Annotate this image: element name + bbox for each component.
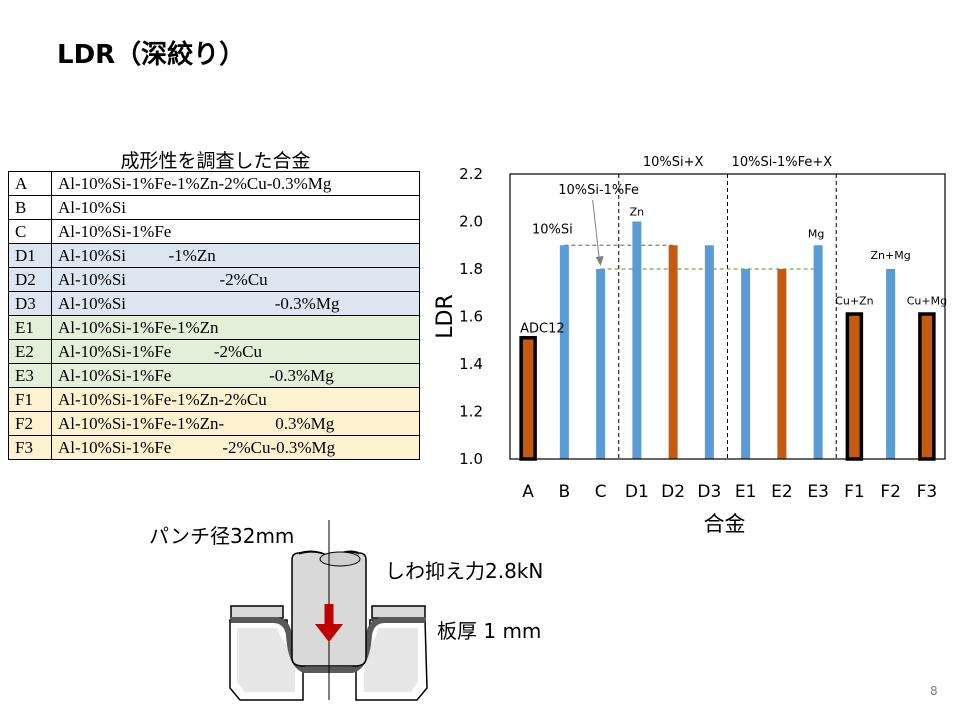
y-tick-label: 2.2 xyxy=(459,165,483,183)
callout-arrowhead xyxy=(595,256,604,266)
table-row: E1 Al-10%Si-1%Fe-1%Zn xyxy=(8,315,420,340)
alloy-id: A xyxy=(8,171,52,196)
bar-label: Mg xyxy=(808,227,824,240)
alloy-composition: Al-10%Si-1%Fe-1%Zn- 0.3%Mg xyxy=(51,411,420,436)
bar-D3 xyxy=(704,245,714,459)
alloy-composition: Al-10%Si-1%Fe -2%Cu xyxy=(51,339,420,364)
alloy-id: E1 xyxy=(8,315,52,340)
x-tick-label: A xyxy=(522,482,534,502)
x-tick-label: E1 xyxy=(735,482,757,502)
bar-label: Zn xyxy=(630,206,645,219)
table-row: F2 Al-10%Si-1%Fe-1%Zn- 0.3%Mg xyxy=(8,411,420,436)
y-axis-title: LDR xyxy=(433,294,458,338)
alloy-id: D3 xyxy=(8,291,52,316)
bar-label: ADC12 xyxy=(520,321,565,336)
holder-force-label: しわ抑え力2.8kN xyxy=(385,559,543,583)
alloy-composition: Al-10%Si-1%Fe-1%Zn-2%Cu xyxy=(51,387,420,412)
x-tick-label: D2 xyxy=(661,482,685,502)
bar-E2 xyxy=(777,269,787,459)
alloy-composition: Al-10%Si -2%Cu xyxy=(51,267,420,292)
bar-F3 xyxy=(918,312,936,461)
x-tick-label: F1 xyxy=(844,482,865,502)
alloy-composition: Al-10%Si-1%Fe-1%Zn xyxy=(51,315,420,340)
alloy-id: D2 xyxy=(8,267,52,292)
table-row: D2 Al-10%Si -2%Cu xyxy=(8,267,420,292)
y-tick-label: 2.0 xyxy=(459,213,483,231)
bar-A xyxy=(519,336,537,461)
right-blank-holder xyxy=(371,605,426,619)
alloy-table: A Al-10%Si-1%Fe-1%Zn-2%Cu-0.3%Mg B Al-10%Si… xyxy=(8,171,420,460)
alloy-id: F1 xyxy=(8,387,52,412)
bar-label: 10%Si xyxy=(532,222,573,237)
table-row: E2 Al-10%Si-1%Fe -2%Cu xyxy=(8,339,420,364)
deep-drawing-diagram: パンチ径32mm しわ抑え力2.8kN 板厚 1 mm xyxy=(149,520,543,701)
bar-E1 xyxy=(741,269,751,459)
bar-label: Cu+Mg xyxy=(907,295,947,308)
sheet-thickness-label: 板厚 1 mm xyxy=(437,619,541,643)
alloy-composition: Al-10%Si -1%Zn xyxy=(51,243,420,268)
slide-title: LDR（深絞り） xyxy=(57,40,246,70)
table-row: D3 Al-10%Si -0.3%Mg xyxy=(8,291,420,316)
x-tick-label: D1 xyxy=(625,482,649,502)
table-caption: 成形性を調査した合金 xyxy=(120,150,311,172)
table-row: D1 Al-10%Si -1%Zn xyxy=(8,243,420,268)
x-tick-label: E2 xyxy=(771,482,793,502)
ldr-bar-chart: 10%Si+X 10%Si-1%Fe+X ADC12 10%Si Zn Mg Cu+Zn Zn… xyxy=(433,155,947,536)
y-tick-label: 1.2 xyxy=(459,403,483,421)
x-tick-label: D3 xyxy=(697,482,721,502)
table-row: F3 Al-10%Si-1%Fe -2%Cu-0.3%Mg xyxy=(8,435,420,460)
bar-label: Zn+Mg xyxy=(871,249,911,262)
x-tick-label: B xyxy=(559,482,571,502)
plot-frame xyxy=(509,173,946,460)
table-row: F1 Al-10%Si-1%Fe-1%Zn-2%Cu xyxy=(8,387,420,412)
punch-diameter-label: パンチ径32mm xyxy=(149,524,294,548)
alloy-composition: Al-10%Si-1%Fe -2%Cu-0.3%Mg xyxy=(51,435,420,460)
table-row: C Al-10%Si-1%Fe xyxy=(8,219,420,244)
y-tick-label: 1.6 xyxy=(459,308,483,326)
bar-D1 xyxy=(632,221,642,459)
bar-B xyxy=(559,245,569,459)
y-tick-label: 1.8 xyxy=(459,260,483,278)
callout-label: 10%Si-1%Fe xyxy=(558,183,639,198)
alloy-id: F3 xyxy=(8,435,52,460)
x-tick-label: C xyxy=(595,482,607,502)
alloy-id: E3 xyxy=(8,363,52,388)
alloy-composition: Al-10%Si -0.3%Mg xyxy=(51,291,420,316)
alloy-id: D1 xyxy=(8,243,52,268)
y-tick-label: 1.4 xyxy=(459,355,483,373)
bar-D2 xyxy=(668,245,678,459)
x-axis-title: 合金 xyxy=(704,512,746,536)
left-blank-holder xyxy=(230,605,284,619)
bar-E3 xyxy=(813,245,823,459)
alloy-id: F2 xyxy=(8,411,52,436)
bar-C xyxy=(596,269,606,459)
x-tick-label: E3 xyxy=(807,482,829,502)
alloy-composition: Al-10%Si-1%Fe -0.3%Mg xyxy=(51,363,420,388)
table-row: B Al-10%Si xyxy=(8,195,420,220)
x-tick-label: F2 xyxy=(880,482,901,502)
callout-arrow xyxy=(592,199,601,263)
bar-F2 xyxy=(886,269,896,459)
bar-label: Cu+Zn xyxy=(835,295,873,308)
alloy-composition: Al-10%Si xyxy=(51,195,420,220)
alloy-id: E2 xyxy=(8,339,52,364)
table-row: A Al-10%Si-1%Fe-1%Zn-2%Cu-0.3%Mg xyxy=(8,171,420,196)
group-label: 10%Si-1%Fe+X xyxy=(732,155,833,170)
x-tick-label: F3 xyxy=(917,482,938,502)
y-tick-label: 1.0 xyxy=(459,450,483,468)
alloy-composition: Al-10%Si-1%Fe xyxy=(51,219,420,244)
page-number: 8 xyxy=(930,684,938,698)
alloy-id: B xyxy=(8,195,52,220)
alloy-composition: Al-10%Si-1%Fe-1%Zn-2%Cu-0.3%Mg xyxy=(51,171,420,196)
bar-F1 xyxy=(845,312,864,461)
table-row: E3 Al-10%Si-1%Fe -0.3%Mg xyxy=(8,363,420,388)
group-label: 10%Si+X xyxy=(643,155,704,170)
alloy-id: C xyxy=(8,219,52,244)
